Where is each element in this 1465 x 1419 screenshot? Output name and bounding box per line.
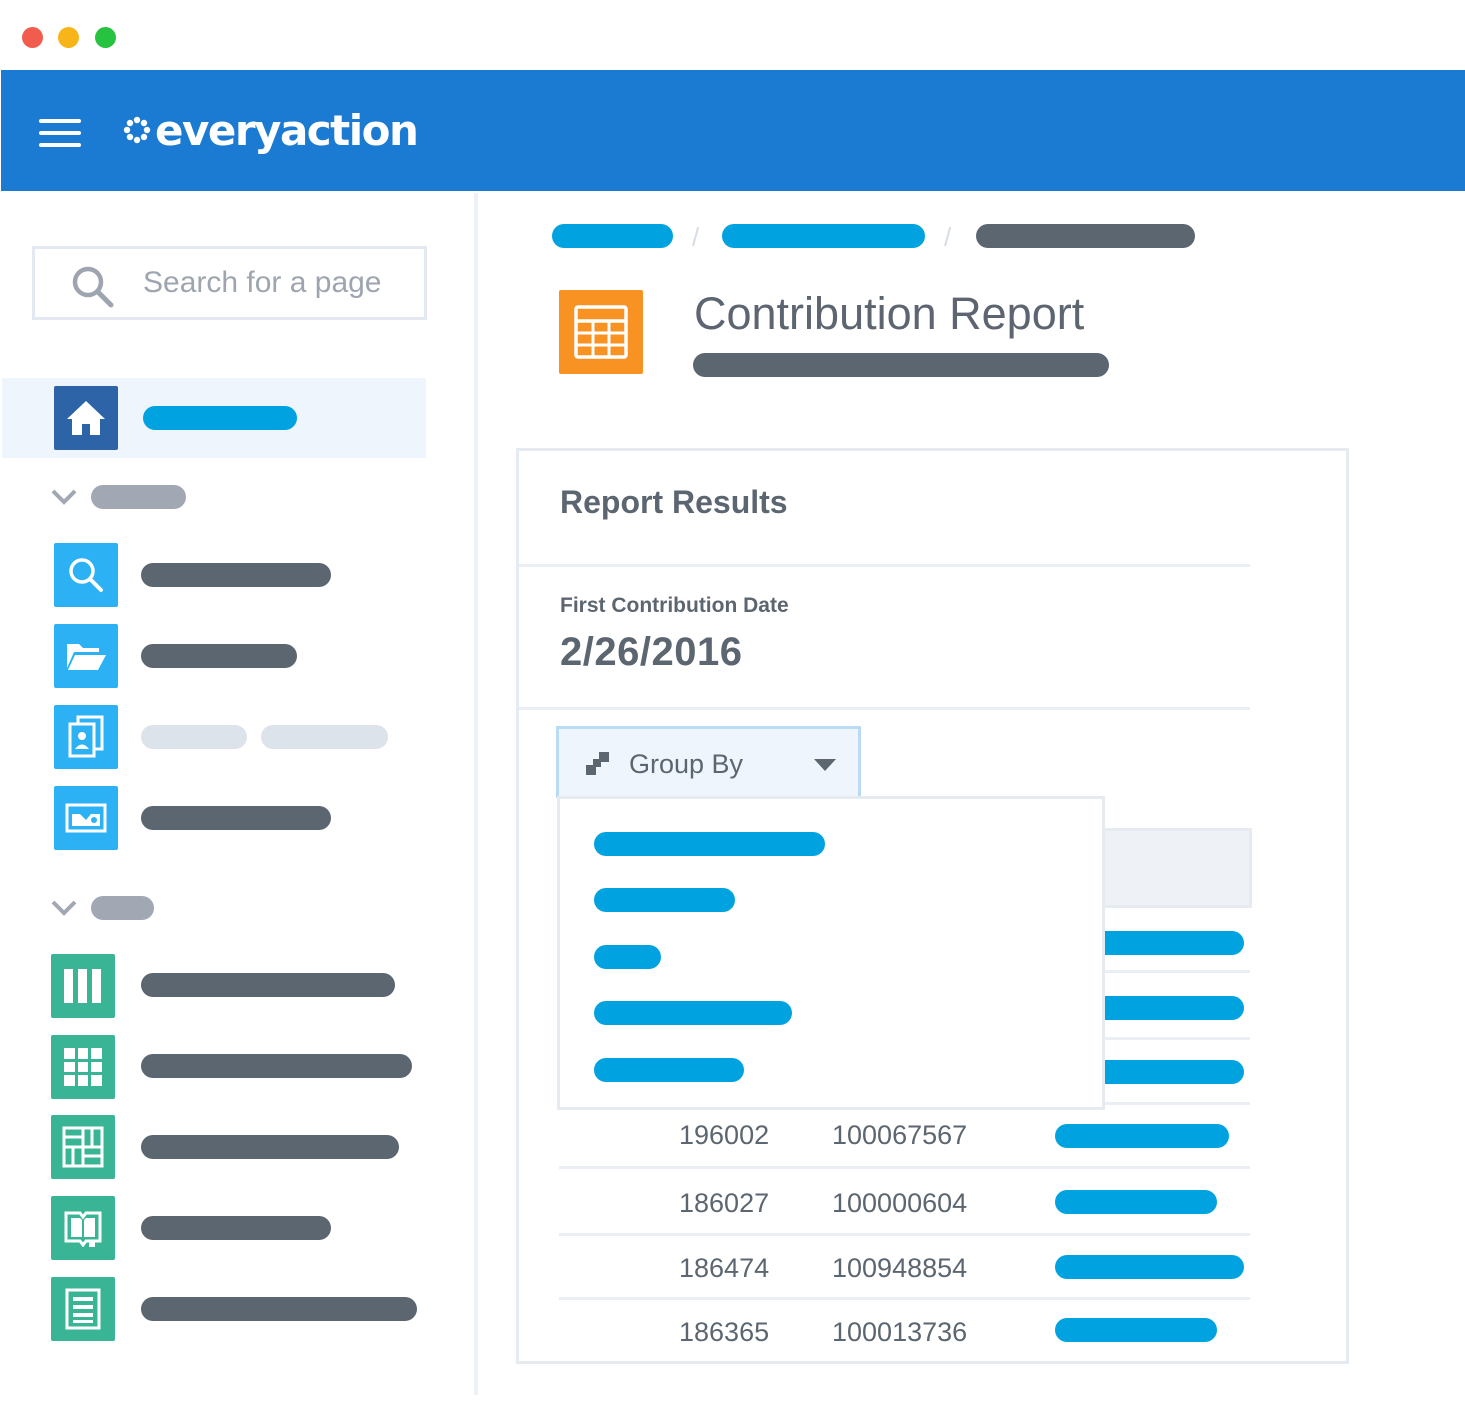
section-heading-placeholder	[91, 896, 154, 920]
first-contribution-date-value: 2/26/2016	[560, 630, 743, 674]
spreadsheet-icon	[559, 290, 643, 374]
menu-option[interactable]	[594, 945, 661, 969]
sidebar-item-list[interactable]	[51, 1277, 115, 1341]
group-squares-icon	[586, 752, 609, 775]
table-row-divider	[559, 1233, 1250, 1236]
search-icon	[69, 558, 103, 592]
menu-option[interactable]	[594, 888, 735, 912]
menu-option[interactable]	[594, 1058, 744, 1082]
sidebar-item-label-placeholder	[141, 806, 331, 830]
sidebar-item-contacts[interactable]	[54, 705, 118, 769]
table-cell-placeholder	[1090, 996, 1244, 1020]
brand-logo[interactable]: everyaction	[121, 105, 419, 155]
table-cell: 100013736	[832, 1317, 968, 1347]
table-cell-placeholder	[1055, 1318, 1217, 1342]
table-row-divider	[1105, 1102, 1250, 1105]
sidebar-item-home[interactable]	[54, 386, 118, 450]
sidebar-item-label-placeholder	[141, 1297, 417, 1321]
table-cell: 186474	[679, 1253, 770, 1283]
table-row-divider	[559, 1166, 1250, 1169]
sidebar-item-label-placeholder	[141, 1135, 399, 1159]
layout-icon	[62, 1126, 104, 1168]
sidebar-item-label-placeholder	[141, 563, 331, 587]
columns-icon	[64, 969, 101, 1003]
sidebar-item-label-placeholder	[261, 725, 388, 749]
breadcrumb-link[interactable]	[552, 224, 673, 248]
table-cell-placeholder	[1055, 1255, 1244, 1279]
grid-icon	[64, 1048, 102, 1086]
sidebar-item-label-placeholder	[141, 725, 247, 749]
table-cell: 196002	[679, 1120, 770, 1150]
sidebar-item-book[interactable]	[51, 1196, 115, 1260]
page-search-box[interactable]	[32, 246, 427, 320]
breadcrumb-separator: /	[944, 222, 952, 252]
menu-option[interactable]	[594, 1001, 792, 1025]
sidebar-item-columns[interactable]	[51, 954, 115, 1018]
sidebar-item-grid[interactable]	[51, 1035, 115, 1099]
sidebar-item-search[interactable]	[54, 543, 118, 607]
book-icon	[64, 1211, 102, 1247]
table-cell: 100000604	[832, 1188, 968, 1218]
table-cell-placeholder	[1090, 931, 1244, 955]
sidebar-item-label-placeholder	[141, 1216, 331, 1240]
brand-name: everyaction	[155, 105, 419, 155]
breadcrumb-separator: /	[692, 222, 700, 252]
contact-cards-icon	[68, 715, 104, 758]
breadcrumb-current	[976, 224, 1195, 248]
sidebar-divider	[474, 193, 478, 1395]
hamburger-icon[interactable]	[39, 119, 81, 147]
table-cell-placeholder	[1055, 1190, 1217, 1214]
section-heading-placeholder	[91, 485, 186, 509]
group-by-dropdown[interactable]: Group By	[556, 726, 861, 798]
app-header: everyaction	[1, 70, 1465, 191]
list-document-icon	[65, 1288, 101, 1330]
sidebar-item-id-card[interactable]	[54, 786, 118, 850]
window-close-button[interactable]	[22, 27, 43, 48]
flower-dots-icon	[123, 116, 151, 144]
report-results-title: Report Results	[560, 484, 788, 520]
table-cell-placeholder	[1090, 1060, 1244, 1084]
table-row-divider	[1105, 1037, 1250, 1040]
page-title: Contribution Report	[694, 288, 1085, 339]
page-subtitle-placeholder	[693, 353, 1109, 377]
window-minimize-button[interactable]	[58, 27, 79, 48]
table-cell-placeholder	[1055, 1124, 1229, 1148]
sidebar-item-layout[interactable]	[51, 1115, 115, 1179]
menu-option[interactable]	[594, 832, 825, 856]
table-row-divider	[559, 1297, 1250, 1300]
table-row-divider	[1105, 970, 1250, 973]
search-icon	[72, 266, 114, 308]
id-card-icon	[65, 803, 107, 833]
home-icon	[67, 401, 105, 435]
group-by-menu	[557, 796, 1105, 1110]
sidebar-item-label-placeholder	[143, 406, 297, 430]
group-by-label: Group By	[629, 749, 744, 779]
sidebar-item-label-placeholder	[141, 1054, 412, 1078]
first-contribution-date-label: First Contribution Date	[560, 594, 789, 617]
table-cell: 186365	[679, 1317, 770, 1347]
page-search-input[interactable]	[143, 261, 413, 305]
caret-down-icon	[814, 759, 836, 771]
chevron-down-icon[interactable]	[50, 899, 78, 917]
table-cell: 100067567	[832, 1120, 968, 1150]
chevron-down-icon[interactable]	[50, 488, 78, 506]
divider	[519, 564, 1250, 567]
window-maximize-button[interactable]	[95, 27, 116, 48]
breadcrumb-link[interactable]	[722, 224, 925, 248]
sidebar-item-label-placeholder	[141, 973, 395, 997]
table-header	[1105, 828, 1252, 908]
sidebar-item-label-placeholder	[141, 644, 297, 668]
table-cell: 186027	[679, 1188, 770, 1218]
table-cell: 100948854	[832, 1253, 968, 1283]
divider	[519, 707, 1250, 710]
folder-open-icon	[67, 644, 106, 670]
sidebar-item-folder[interactable]	[54, 624, 118, 688]
